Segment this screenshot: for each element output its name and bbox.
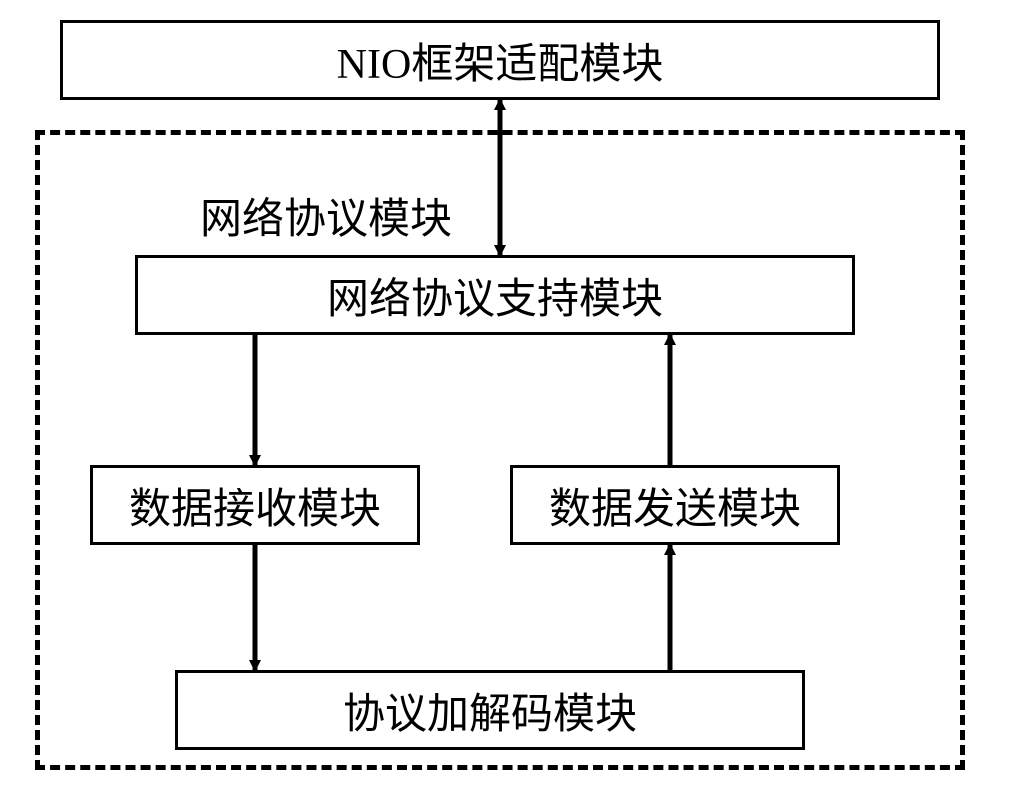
arrows-layer [0, 0, 1014, 796]
